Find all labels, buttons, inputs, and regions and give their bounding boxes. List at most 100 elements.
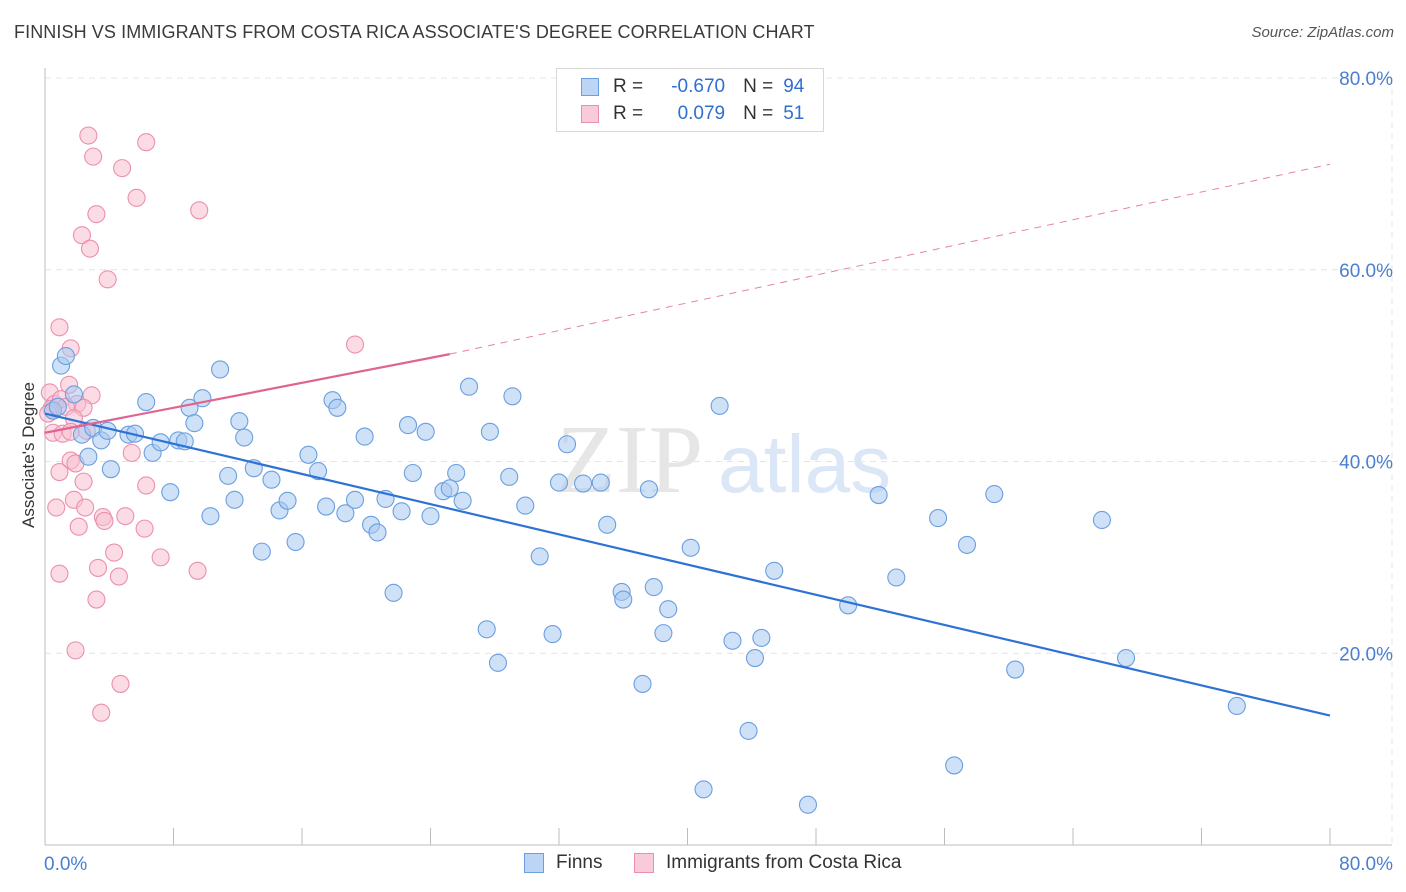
- finns-point: [384, 583, 403, 602]
- finns-point: [549, 473, 569, 492]
- costa-rica-point: [66, 641, 85, 660]
- finns-point: [887, 568, 906, 587]
- costa-rica-point: [69, 517, 88, 536]
- y-tick-label: 80.0%: [1339, 69, 1393, 90]
- costa-rica-point: [95, 511, 114, 530]
- finns-point: [453, 491, 472, 510]
- finns-point: [530, 547, 549, 566]
- finns-point: [723, 631, 742, 650]
- chart-title: FINNISH VS IMMIGRANTS FROM COSTA RICA AS…: [14, 22, 815, 42]
- costa-rica-point: [88, 558, 108, 577]
- finns-point: [64, 385, 83, 404]
- finns-point: [286, 532, 305, 552]
- costa-rica-point: [190, 201, 209, 220]
- finns-point: [591, 473, 610, 492]
- finns-point: [869, 486, 888, 505]
- finns-point: [299, 445, 318, 464]
- finns-point: [137, 393, 156, 412]
- finns-point: [929, 509, 948, 528]
- finns-point: [225, 490, 244, 509]
- y-axis-label: Associate's Degree: [19, 382, 38, 528]
- finns-point: [336, 504, 355, 523]
- legend-row-costa-rica: R = 0.079 N = 51: [581, 102, 804, 126]
- costa-rica-point: [98, 270, 117, 289]
- costa-rica-point: [151, 548, 170, 567]
- finns-point: [398, 416, 418, 435]
- costa-rica-point: [345, 335, 365, 354]
- finns-point: [477, 620, 496, 639]
- costa-rica-legend-swatch: [634, 853, 654, 873]
- bottom-legend-finns: Finns: [524, 852, 602, 874]
- finns-trend-line: [44, 412, 1331, 717]
- costa-rica-r-label: R =: [613, 103, 644, 124]
- finns-point: [219, 466, 238, 485]
- costa-rica-trend-line: [44, 353, 450, 434]
- finns-point: [745, 648, 765, 668]
- finns-point: [598, 515, 617, 534]
- costa-rica-point: [111, 674, 130, 693]
- finns-r-value: -0.670: [671, 76, 726, 97]
- finns-legend-label: Finns: [556, 852, 603, 873]
- finns-point: [543, 625, 562, 644]
- finns-point: [230, 412, 249, 431]
- x-tick-labels: 0.0% 80.0%: [44, 854, 1393, 875]
- costa-rica-point: [87, 590, 106, 609]
- costa-rica-point: [87, 205, 106, 224]
- finns-point: [328, 398, 347, 417]
- finns-point: [317, 497, 336, 516]
- finns-point: [503, 387, 522, 406]
- finns-point: [765, 561, 784, 580]
- finns-legend-swatch: [524, 853, 544, 873]
- correlation-legend: R = -0.670 N = 94 R = 0.079 N = 51: [556, 68, 824, 132]
- finns-r-label: R =: [613, 76, 644, 97]
- finns-point: [639, 480, 659, 499]
- finns-point: [211, 360, 230, 379]
- costa-rica-point: [47, 498, 66, 517]
- costa-rica-point: [72, 226, 91, 245]
- finns-point: [557, 435, 577, 454]
- finns-point: [710, 396, 729, 415]
- finns-point: [79, 447, 98, 466]
- finns-point: [694, 780, 713, 799]
- finns-point: [235, 428, 254, 447]
- trend-lines: [44, 163, 1331, 717]
- finns-point: [98, 421, 117, 440]
- finns-n-value: 94: [783, 76, 805, 97]
- finns-point: [403, 463, 422, 483]
- y-tick-labels: 20.0% 40.0% 60.0% 80.0%: [1339, 69, 1393, 665]
- y-tick-label: 20.0%: [1339, 644, 1393, 665]
- finns-point: [1227, 696, 1246, 716]
- finns-point: [1006, 660, 1025, 679]
- finns-point: [985, 485, 1004, 504]
- finns-point: [798, 795, 818, 814]
- costa-rica-point: [188, 561, 207, 580]
- costa-rica-legend-label: Immigrants from Costa Rica: [666, 852, 902, 873]
- finns-point: [752, 628, 771, 647]
- finns-point: [614, 590, 633, 609]
- watermark-atlas: atlas: [718, 419, 891, 510]
- finns-point: [262, 470, 281, 489]
- finns-point: [161, 483, 180, 502]
- finns-swatch: [581, 78, 599, 96]
- costa-rica-point: [50, 318, 69, 337]
- costa-rica-point: [113, 159, 132, 178]
- finns-point: [516, 496, 535, 515]
- y-tick-label: 40.0%: [1339, 453, 1393, 474]
- costa-rica-point: [109, 567, 128, 586]
- finns-point: [500, 467, 519, 486]
- finns-point: [681, 538, 700, 557]
- y-tick-label: 60.0%: [1339, 261, 1393, 282]
- finns-point: [633, 674, 652, 693]
- finns-point: [185, 414, 204, 433]
- finns-point: [839, 596, 858, 615]
- finns-point: [309, 462, 328, 481]
- finns-point: [252, 542, 271, 561]
- costa-rica-point: [122, 443, 141, 462]
- finns-point: [739, 721, 758, 740]
- x-tick-label: 80.0%: [1339, 854, 1393, 875]
- costa-rica-n-value: 51: [783, 103, 805, 124]
- costa-rica-point: [79, 126, 98, 145]
- costa-rica-point: [84, 147, 103, 166]
- finns-point: [345, 490, 365, 509]
